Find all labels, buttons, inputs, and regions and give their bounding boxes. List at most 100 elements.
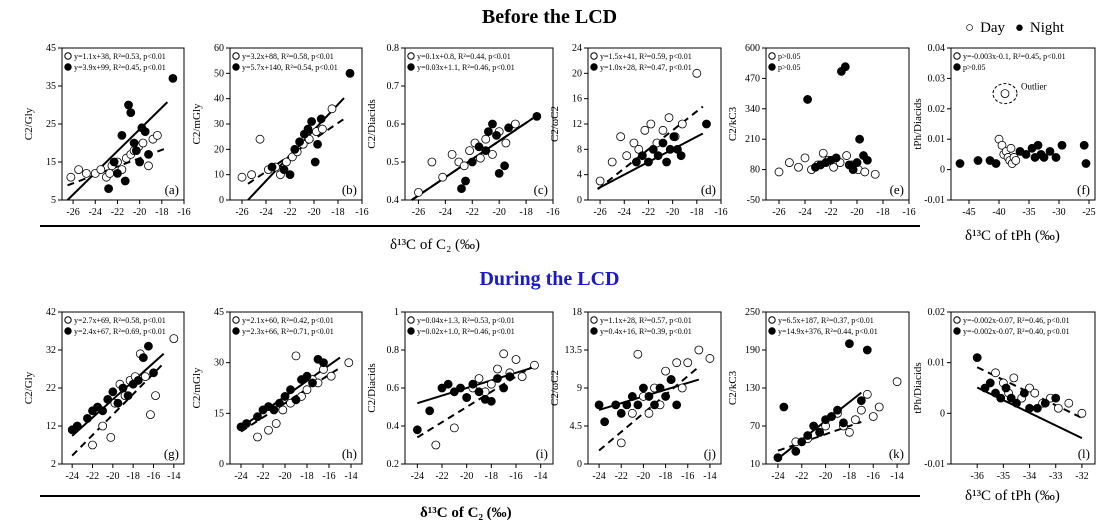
x-tick-label: -24 bbox=[439, 207, 452, 218]
y-tick-label: 42 bbox=[46, 307, 56, 318]
panel-tag: (i) bbox=[536, 446, 548, 461]
point-day bbox=[82, 168, 91, 178]
point-night bbox=[279, 165, 289, 175]
point-night bbox=[113, 398, 123, 408]
y-tick-label: 25 bbox=[46, 119, 56, 130]
point-night bbox=[1057, 140, 1067, 150]
point-night bbox=[505, 372, 515, 382]
x-tick-label: -16 bbox=[322, 471, 335, 482]
y-tick-label: 80 bbox=[750, 165, 760, 176]
x-tick-label: -22 bbox=[283, 207, 296, 218]
point-day bbox=[511, 355, 521, 364]
point-day bbox=[499, 349, 509, 359]
y-tick-label: 20 bbox=[214, 144, 224, 155]
y-axis-label: tPh/Diacids bbox=[912, 362, 924, 413]
point-day bbox=[664, 113, 674, 123]
point-day bbox=[991, 368, 1000, 378]
y-axis-label: C2/Diacids bbox=[366, 99, 378, 149]
eq-night-marker bbox=[953, 327, 961, 335]
legend-day-marker: ○ bbox=[965, 20, 975, 36]
point-day bbox=[862, 389, 872, 399]
eq-day-marker bbox=[768, 316, 776, 324]
point-night bbox=[412, 425, 422, 435]
point-night bbox=[594, 400, 604, 410]
point-night bbox=[98, 406, 108, 416]
eq-day-marker bbox=[953, 316, 961, 324]
x-arrow-bottom bbox=[40, 495, 920, 497]
point-night bbox=[1001, 383, 1011, 393]
y-tick-label: 250 bbox=[745, 307, 760, 318]
point-night bbox=[468, 379, 478, 389]
point-day bbox=[486, 379, 496, 389]
y-tick-label: 30 bbox=[214, 119, 224, 130]
y-axis-label: C2/Gly bbox=[23, 371, 35, 404]
y-tick-label: 0.8 bbox=[387, 43, 400, 54]
y-axis-label: tPh/Diacids bbox=[912, 98, 924, 149]
point-night bbox=[1081, 159, 1091, 168]
y-tick-label: 2 bbox=[51, 459, 56, 470]
point-night bbox=[1039, 153, 1049, 162]
eq-day: y=0.1x+0.8, R²=0.44, p<0.01 bbox=[417, 52, 511, 61]
point-night bbox=[1051, 153, 1061, 162]
x-tick-label: -22 bbox=[824, 207, 837, 218]
point-night bbox=[303, 124, 313, 134]
point-night bbox=[676, 151, 686, 161]
point-day bbox=[677, 383, 687, 393]
eq-day: y=1.1x+38, R²=0.53, p<0.01 bbox=[74, 52, 166, 61]
x-caption-bottom-c2: δ¹³C of C₂ (‰) bbox=[420, 505, 512, 521]
point-day bbox=[465, 146, 474, 156]
x-tick-label: -16 bbox=[177, 207, 190, 218]
point-night bbox=[1045, 146, 1055, 156]
x-tick-label: -16 bbox=[681, 471, 694, 482]
point-day bbox=[868, 412, 878, 421]
legend-night-marker: ● bbox=[1014, 20, 1024, 36]
point-day bbox=[247, 170, 257, 180]
x-tick-label: -35 bbox=[997, 471, 1010, 482]
point-day bbox=[449, 423, 459, 433]
y-tick-label: 0.8 bbox=[387, 345, 400, 356]
point-night bbox=[856, 396, 866, 406]
point-night bbox=[611, 400, 621, 410]
eq-night: y=3.9x+99, R²=0.45, p<0.01 bbox=[74, 63, 166, 72]
panel-i: -24 -22 -20 -18 -16 -14 0.2 0.4 0.6 0.8 1 C2/Diacid… bbox=[366, 307, 554, 482]
point-night bbox=[443, 379, 453, 389]
point-day bbox=[530, 360, 539, 370]
x-caption-bottom-tph: δ¹³C of tPh (‰) bbox=[965, 488, 1060, 504]
point-day bbox=[106, 432, 116, 442]
point-day bbox=[646, 119, 656, 129]
eq-day-marker bbox=[64, 52, 72, 60]
x-tick-label: -22 bbox=[795, 471, 808, 482]
x-tick-label: -26 bbox=[593, 207, 606, 218]
y-tick-label: 4 bbox=[577, 170, 582, 181]
point-day bbox=[785, 158, 794, 167]
point-night bbox=[1012, 398, 1021, 408]
y-axis-label: C2/Gly bbox=[23, 107, 35, 140]
point-day bbox=[501, 138, 511, 148]
y-tick-label: 30 bbox=[214, 358, 224, 369]
point-night bbox=[144, 341, 153, 351]
y-tick-label: 0.02 bbox=[928, 104, 946, 115]
point-day bbox=[1009, 373, 1019, 383]
y-tick-label: 35 bbox=[46, 81, 56, 92]
panel-tag: (b) bbox=[342, 182, 357, 197]
panel-j: -24 -22 -20 -18 -16 -14 0 4.5 9 13.5 18 C2/ωC2 (j) y=… bbox=[549, 307, 722, 482]
y-tick-label: 15 bbox=[46, 157, 56, 168]
point-night bbox=[855, 134, 864, 144]
eq-day-marker bbox=[64, 316, 72, 324]
y-axis-label: C2/Diacids bbox=[366, 363, 378, 413]
eq-night-marker bbox=[407, 63, 415, 71]
x-tick-label: -20 bbox=[637, 471, 650, 482]
point-day bbox=[98, 421, 108, 431]
point-night bbox=[118, 383, 128, 393]
point-night bbox=[1006, 393, 1016, 403]
point-night bbox=[1021, 149, 1031, 159]
x-tick-label: -16 bbox=[902, 207, 915, 218]
eq-day-marker bbox=[407, 316, 415, 324]
point-day bbox=[774, 167, 784, 177]
x-tick-label: -24 bbox=[798, 207, 811, 218]
y-tick-label: 40 bbox=[214, 94, 224, 105]
point-night bbox=[665, 144, 675, 154]
eq-night: y=-0.002x-0.07, R²=0.40, p<0.01 bbox=[963, 327, 1070, 336]
x-tick-label: -24 bbox=[65, 471, 78, 482]
